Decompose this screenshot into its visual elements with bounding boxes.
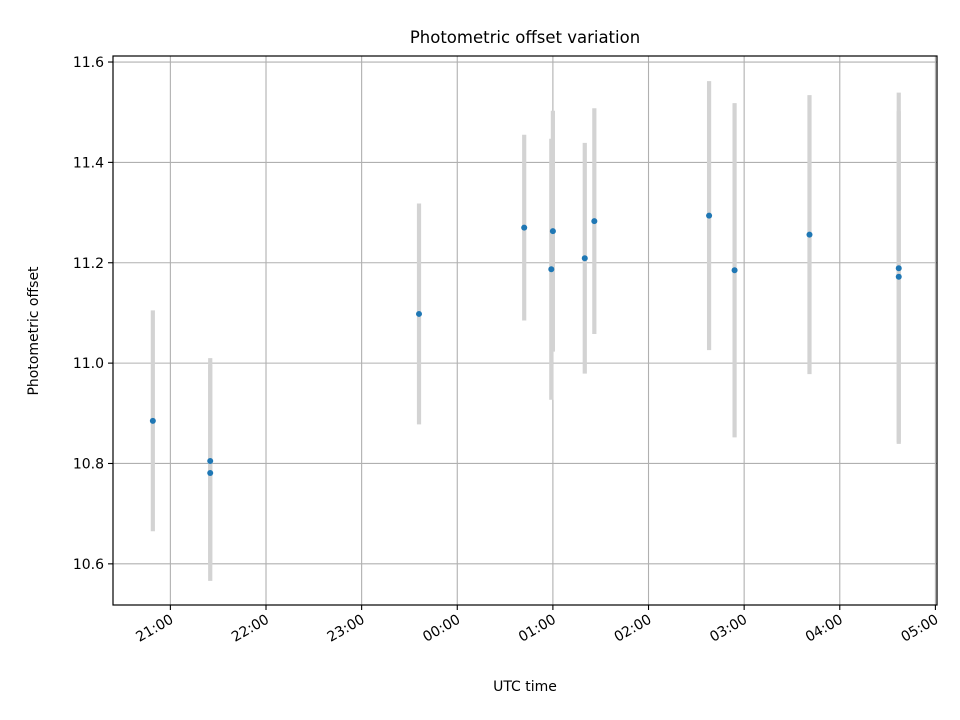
- x-axis-label: UTC time: [493, 679, 557, 695]
- x-axis-ticks: 21:00 22:00 23:00 00:00 01:00 02:00 03:00 04:00…: [133, 605, 941, 646]
- data-point: [549, 228, 556, 235]
- data-point: [806, 231, 813, 238]
- plot-frame: [112, 55, 938, 606]
- x-tick-label: 02:00: [612, 612, 655, 646]
- data-point: [416, 310, 423, 317]
- x-tick-label: 05:00: [898, 612, 941, 646]
- y-tick-label: 11.6: [73, 55, 104, 71]
- data-point: [521, 224, 528, 231]
- data-point: [149, 417, 156, 424]
- x-tick-label: 04:00: [803, 612, 846, 646]
- data-point: [207, 457, 214, 464]
- y-tick-label: 11.0: [73, 356, 104, 372]
- x-tick-label: 00:00: [420, 612, 463, 646]
- data-point: [895, 265, 902, 272]
- data-point: [731, 267, 738, 274]
- y-tick-label: 11.4: [73, 155, 104, 171]
- y-axis-ticks: 10.6 10.8 11.0 11.2 11.4 11.6: [73, 55, 113, 573]
- x-tick-label: 22:00: [229, 612, 272, 646]
- x-tick-label: 23:00: [325, 612, 368, 646]
- data-point: [706, 212, 713, 219]
- data-points: [149, 212, 902, 477]
- data-point: [548, 266, 555, 273]
- x-tick-label: 21:00: [133, 612, 176, 646]
- data-point: [895, 273, 902, 280]
- chart-title: Photometric offset variation: [410, 28, 640, 47]
- data-point: [207, 470, 214, 477]
- y-axis-label: Photometric offset: [26, 266, 42, 396]
- data-point: [591, 218, 598, 225]
- y-tick-label: 11.2: [73, 256, 104, 272]
- y-tick-label: 10.8: [73, 456, 104, 472]
- error-bars: [150, 81, 901, 581]
- x-tick-label: 03:00: [707, 612, 750, 646]
- y-tick-label: 10.6: [73, 557, 104, 573]
- x-tick-label: 01:00: [516, 612, 559, 646]
- data-point: [581, 255, 588, 262]
